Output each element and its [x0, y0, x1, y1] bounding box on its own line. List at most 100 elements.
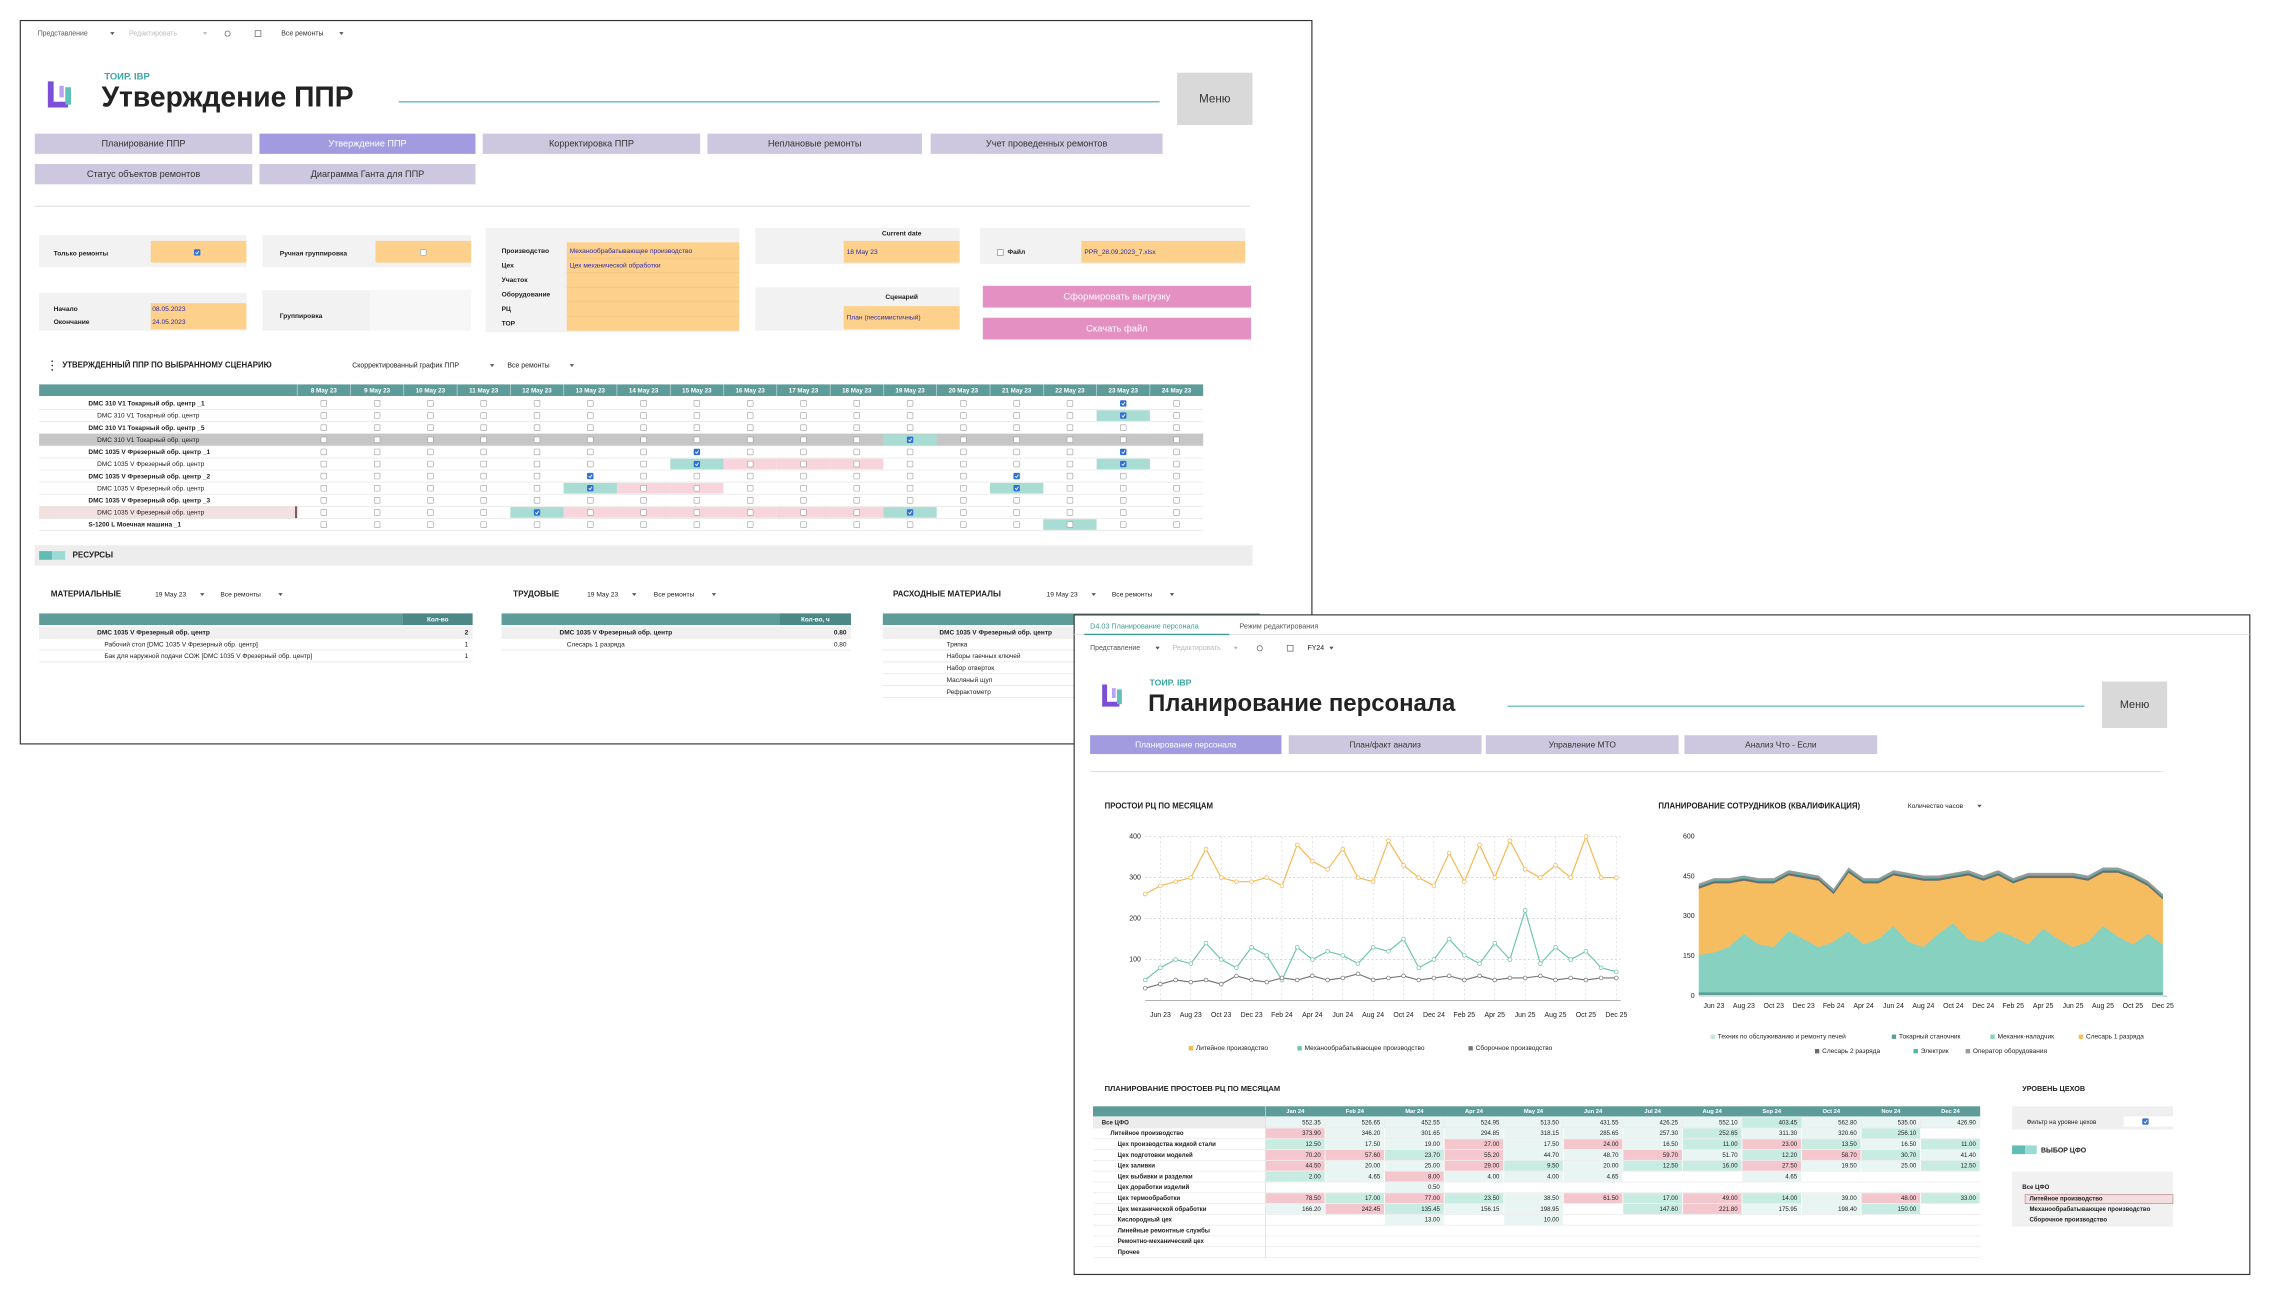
gantt-checkbox[interactable]: [746, 460, 754, 468]
button[interactable]: [982, 317, 1252, 340]
gantt-checkbox[interactable]: [320, 485, 328, 492]
gantt-checkbox[interactable]: [960, 400, 967, 407]
gantt-checkbox[interactable]: [693, 412, 701, 419]
gantt-checkbox[interactable]: [693, 509, 701, 516]
gantt-checkbox[interactable]: [533, 424, 541, 431]
gantt-checkbox[interactable]: [1013, 448, 1020, 456]
gantt-checkbox[interactable]: [906, 412, 914, 419]
gantt-checkbox[interactable]: [1013, 521, 1020, 528]
gantt-checkbox[interactable]: [1173, 400, 1180, 407]
gantt-checkbox[interactable]: [587, 460, 594, 468]
gantt-checkbox[interactable]: [1120, 497, 1127, 504]
gantt-checkbox[interactable]: [693, 521, 701, 528]
gantt-checkbox[interactable]: [480, 412, 487, 419]
gantt-checkbox[interactable]: [693, 436, 701, 443]
gantt-checkbox[interactable]: [693, 400, 701, 407]
label[interactable]: D4.03 Планирование персонала: [1090, 621, 1200, 630]
gantt-checkbox[interactable]: [373, 497, 381, 504]
gantt-checkbox[interactable]: [800, 472, 807, 480]
gantt-checkbox[interactable]: [533, 485, 541, 492]
gantt-checkbox[interactable]: [1120, 436, 1127, 443]
gantt-checkbox[interactable]: [480, 485, 487, 492]
gantt-checkbox[interactable]: [640, 509, 647, 516]
checkbox[interactable]: [193, 249, 201, 256]
button[interactable]: [1485, 735, 1679, 755]
button[interactable]: [1288, 735, 1482, 755]
gantt-checkbox[interactable]: [906, 424, 914, 431]
gantt-checkbox[interactable]: [640, 412, 647, 419]
gantt-checkbox[interactable]: [320, 412, 328, 419]
gantt-checkbox[interactable]: [800, 412, 807, 419]
option[interactable]: Сборочное производство: [2029, 1217, 2107, 1224]
gantt-checkbox[interactable]: [1066, 472, 1074, 480]
button[interactable]: [982, 285, 1252, 308]
gantt-checkbox[interactable]: [1066, 436, 1074, 443]
gantt-checkbox[interactable]: [480, 521, 487, 528]
gantt-checkbox[interactable]: [320, 460, 328, 468]
gantt-checkbox[interactable]: [1120, 521, 1127, 528]
label[interactable]: 19 May 23: [1047, 591, 1078, 598]
button-label[interactable]: Планирование ППР: [102, 139, 186, 149]
gantt-checkbox[interactable]: [800, 497, 807, 504]
gantt-checkbox[interactable]: [853, 460, 860, 468]
option[interactable]: Литейное производство: [2029, 1196, 2102, 1203]
gantt-checkbox[interactable]: [373, 460, 381, 468]
checkbox[interactable]: [420, 249, 427, 256]
gantt-checkbox[interactable]: [320, 497, 328, 504]
gantt-checkbox[interactable]: [480, 436, 487, 443]
gantt-checkbox[interactable]: [906, 509, 914, 516]
gantt-checkbox[interactable]: [640, 436, 647, 443]
gantt-checkbox[interactable]: [1013, 412, 1020, 419]
gantt-checkbox[interactable]: [587, 509, 594, 516]
gantt-checkbox[interactable]: [427, 497, 434, 504]
gantt-checkbox[interactable]: [587, 521, 594, 528]
button[interactable]: [259, 164, 476, 185]
gantt-checkbox[interactable]: [1013, 485, 1020, 492]
gantt-checkbox[interactable]: [1066, 497, 1074, 504]
gantt-checkbox[interactable]: [427, 400, 434, 407]
gantt-checkbox[interactable]: [320, 436, 328, 443]
button-label[interactable]: Корректировка ППР: [549, 139, 634, 149]
gantt-checkbox[interactable]: [746, 448, 754, 456]
gantt-checkbox[interactable]: [587, 412, 594, 419]
gantt-checkbox[interactable]: [640, 424, 647, 431]
gantt-checkbox[interactable]: [1120, 472, 1127, 480]
label[interactable]: Все ремонты: [220, 591, 261, 598]
gantt-checkbox[interactable]: [373, 436, 381, 443]
gantt-checkbox[interactable]: [906, 436, 914, 443]
label[interactable]: Все ремонты: [281, 30, 323, 37]
gantt-checkbox[interactable]: [587, 472, 594, 480]
gantt-checkbox[interactable]: [906, 460, 914, 468]
gantt-checkbox[interactable]: [693, 424, 701, 431]
gantt-checkbox[interactable]: [906, 485, 914, 492]
button-label[interactable]: Меню: [1199, 93, 1231, 105]
button-label[interactable]: Статус объектов ремонтов: [87, 169, 200, 179]
button-label[interactable]: Утверждение ППР: [328, 139, 406, 149]
button[interactable]: [1177, 72, 1253, 125]
gantt-checkbox[interactable]: [960, 509, 967, 516]
gantt-checkbox[interactable]: [1013, 509, 1020, 516]
gantt-checkbox[interactable]: [640, 472, 647, 480]
label[interactable]: Все ремонты: [507, 362, 549, 369]
gantt-checkbox[interactable]: [320, 400, 328, 407]
gantt-checkbox[interactable]: [1173, 497, 1180, 504]
gantt-checkbox[interactable]: [320, 521, 328, 528]
gantt-checkbox[interactable]: [1173, 424, 1180, 431]
gantt-checkbox[interactable]: [480, 400, 487, 407]
gantt-checkbox[interactable]: [533, 448, 541, 456]
gantt-checkbox[interactable]: [853, 521, 860, 528]
gantt-checkbox[interactable]: [427, 436, 434, 443]
button[interactable]: [707, 133, 922, 154]
gantt-checkbox[interactable]: [320, 424, 328, 431]
button[interactable]: [2101, 681, 2168, 728]
gantt-checkbox[interactable]: [693, 485, 701, 492]
label[interactable]: FY24: [1308, 645, 1325, 652]
gantt-checkbox[interactable]: [1173, 448, 1180, 456]
gantt-checkbox[interactable]: [853, 509, 860, 516]
gantt-checkbox[interactable]: [906, 448, 914, 456]
gantt-checkbox[interactable]: [480, 497, 487, 504]
gantt-checkbox[interactable]: [533, 497, 541, 504]
gantt-checkbox[interactable]: [746, 424, 754, 431]
gantt-checkbox[interactable]: [853, 424, 860, 431]
button[interactable]: [34, 164, 253, 185]
